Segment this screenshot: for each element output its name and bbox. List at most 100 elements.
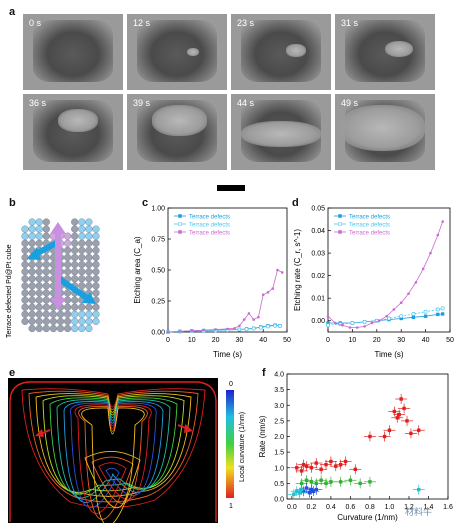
atom [71, 253, 79, 262]
data-point [304, 486, 309, 490]
data-point [271, 287, 275, 290]
frame-time-label: 0 s [29, 18, 42, 28]
atom [28, 232, 36, 240]
plot-frame [327, 207, 451, 333]
y-tick-label: 0.50 [151, 268, 165, 275]
atom [56, 310, 65, 318]
data-point [307, 491, 312, 495]
atom [28, 296, 36, 304]
data-point [301, 489, 306, 493]
atom [92, 225, 100, 233]
x-tick-label: 20 [373, 337, 381, 344]
frame-time-label: 44 s [237, 98, 255, 108]
data-point [363, 325, 366, 328]
atom [21, 296, 29, 304]
panel-c-label: c [142, 197, 149, 209]
atom [92, 253, 100, 262]
atom [56, 324, 65, 333]
atom [21, 282, 29, 290]
cube-model-caption: Terrace defected Pd@Pt cube [6, 244, 13, 338]
atom [85, 253, 93, 262]
atom [28, 275, 36, 283]
atom [56, 317, 65, 326]
data-point [387, 428, 392, 432]
x-tick-label: 1.2 [404, 504, 414, 511]
data-point [358, 481, 362, 486]
atom [71, 324, 79, 333]
data-point [324, 462, 328, 467]
y-tick-label: 1.00 [151, 206, 165, 213]
data-point [233, 326, 236, 330]
data-point [299, 469, 304, 473]
data-point [299, 481, 304, 486]
data-point [309, 466, 314, 470]
atom [92, 289, 100, 297]
data-point [261, 293, 265, 297]
data-point [392, 308, 396, 311]
data-point [266, 324, 270, 329]
data-point [353, 467, 358, 472]
curvature-contour [42, 395, 185, 493]
tem-frame: 23 s [231, 14, 331, 90]
data-point [301, 462, 306, 467]
atom [78, 260, 86, 269]
x-tick-label: 10 [349, 337, 357, 344]
atom [42, 218, 50, 226]
etching-area-chart: 0 10 20 30 40 50 0.00 0.25 0.50 0.75 1.00 Time (s) E… [133, 206, 291, 360]
atom [35, 260, 43, 269]
data-point [399, 316, 403, 321]
data-point [421, 267, 425, 271]
atom [28, 303, 36, 311]
atom [35, 239, 43, 247]
legend-entry: Terrace defects [349, 231, 390, 237]
atom [92, 317, 100, 326]
data-point [343, 459, 348, 464]
x-tick-label: 1.6 [443, 504, 453, 511]
legend-entry: Terrace defects [189, 223, 230, 229]
atom [21, 239, 29, 247]
atom [49, 317, 58, 326]
atom [35, 289, 43, 297]
atom [85, 275, 93, 283]
legend-entry: Terrace defects [189, 215, 230, 221]
x-tick-label: 1.4 [424, 504, 434, 511]
x-tick-label: 0 [166, 337, 170, 344]
etching-arrows [27, 222, 96, 310]
data-point [258, 325, 263, 330]
data-point [242, 318, 246, 321]
curvature-contour [81, 407, 145, 523]
data-point [297, 491, 302, 495]
atom [21, 253, 29, 262]
atom [21, 275, 29, 283]
data-point [280, 271, 284, 274]
atom [63, 253, 72, 262]
data-point [314, 461, 318, 465]
atom [92, 239, 100, 247]
atom [71, 239, 79, 247]
legend-marker [338, 214, 342, 218]
frame-time-label: 23 s [237, 18, 255, 28]
data-point [295, 489, 299, 493]
data-point [435, 307, 440, 312]
data-point [368, 434, 372, 439]
atom [71, 225, 79, 233]
data-point [277, 324, 282, 328]
y-axis-label: Etching rate (C_r, s^-1) [293, 229, 302, 311]
y-tick-label: 0.04 [311, 228, 325, 235]
data-point [299, 487, 304, 492]
data-point [326, 323, 330, 328]
data-point [399, 397, 403, 401]
particle-outline [9, 381, 217, 522]
data-point [429, 251, 432, 255]
data-point [411, 315, 416, 320]
atom [21, 232, 29, 240]
atom [42, 225, 50, 233]
atom [63, 289, 72, 297]
etched-region [286, 44, 306, 57]
data-point [166, 330, 170, 334]
legend-marker [338, 222, 342, 226]
atom [78, 239, 86, 247]
atom [71, 218, 79, 226]
etched-region [340, 105, 425, 151]
tem-frame: 12 s [127, 14, 227, 90]
